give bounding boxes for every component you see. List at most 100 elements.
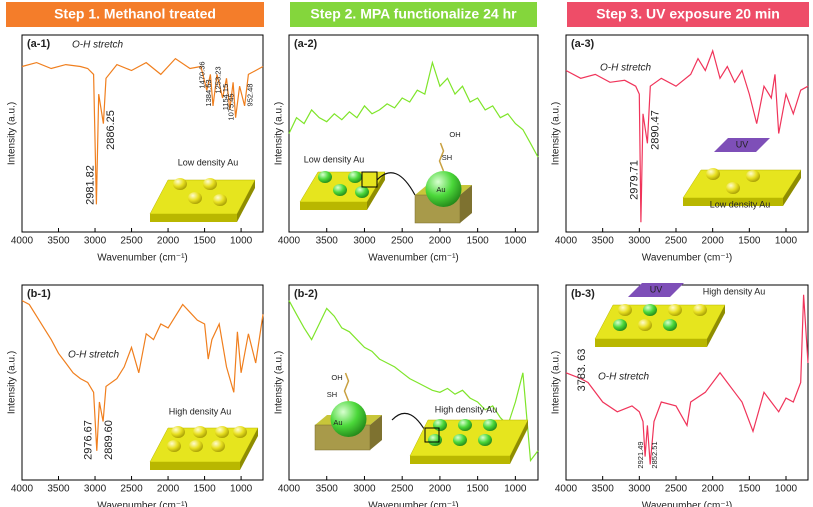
- nanoparticle: [693, 304, 707, 316]
- nanoparticle: [167, 440, 181, 452]
- x-tick-label: 1500: [738, 236, 761, 247]
- nanoparticle: [663, 319, 677, 331]
- x-tick-label: 3500: [592, 236, 615, 247]
- nanoparticle: [233, 426, 247, 438]
- step-header: Step 2. MPA functionalize 24 hr: [310, 6, 517, 22]
- x-tick-label: 3500: [316, 484, 339, 495]
- x-tick-label: 3000: [353, 484, 376, 495]
- x-tick-label: 2500: [391, 236, 414, 247]
- nanoparticle: [478, 434, 492, 446]
- x-tick-label: 2500: [665, 236, 688, 247]
- slab-top: [149, 179, 256, 215]
- x-tick-label: 3000: [353, 236, 376, 247]
- x-tick-label: 2000: [702, 236, 725, 247]
- peak-label: 1154.15: [221, 84, 230, 111]
- peak-label: 2852.51: [650, 441, 659, 468]
- y-axis-label: Intensity (a.u.): [274, 351, 285, 414]
- inset-label: SH: [327, 390, 337, 399]
- nanoparticle: [668, 304, 682, 316]
- spectrum-line: [21, 300, 264, 451]
- plot-frame: [565, 34, 809, 233]
- plot-frame: [21, 284, 264, 481]
- slab-front: [150, 462, 240, 470]
- x-tick-label: 1000: [775, 236, 798, 247]
- spectrum-line: [21, 57, 264, 205]
- nanoparticle: [458, 419, 472, 431]
- x-tick-label: 1500: [738, 484, 761, 495]
- x-tick-label: 2500: [391, 484, 414, 495]
- x-axis-label: Wavenumber (cm⁻¹): [642, 253, 732, 264]
- x-axis-label: Wavenumber (cm⁻¹): [368, 501, 458, 507]
- slab-side: [783, 170, 801, 206]
- nanoparticle: [203, 178, 217, 190]
- step-header-box: [6, 2, 264, 27]
- cube-side: [460, 185, 472, 223]
- panel-label: (a-1): [27, 38, 51, 50]
- plot-frame: [565, 284, 809, 481]
- y-axis-label: Intensity (a.u.): [551, 351, 562, 414]
- inset-label: OH: [449, 130, 460, 139]
- inset-label: UV: [650, 284, 663, 294]
- x-axis-label: Wavenumber (cm⁻¹): [368, 253, 458, 264]
- x-tick-label: 3500: [592, 484, 615, 495]
- x-tick-label: 4000: [555, 236, 578, 247]
- nanoparticle: [706, 168, 720, 180]
- x-tick-label: 2500: [665, 484, 688, 495]
- ligand: [343, 372, 350, 402]
- inset-label: High density Au: [169, 406, 232, 416]
- nanoparticle: [333, 184, 347, 196]
- x-axis-label: Wavenumber (cm⁻¹): [642, 501, 732, 507]
- x-tick-label: 4000: [11, 236, 34, 247]
- peak-label: 1384.63: [204, 79, 213, 106]
- arrow: [376, 172, 416, 196]
- step-header-box: [567, 2, 809, 27]
- plot-frame: [288, 284, 539, 481]
- panel-label: (b-3): [571, 288, 595, 300]
- x-tick-label: 3500: [47, 236, 70, 247]
- inset-label: Au: [436, 185, 445, 194]
- nanoparticle: [213, 194, 227, 206]
- x-tick-label: 2000: [157, 236, 180, 247]
- x-tick-label: 1000: [230, 236, 253, 247]
- y-axis-label: Intensity (a.u.): [274, 102, 285, 165]
- annotation-note: O-H stretch: [600, 63, 652, 74]
- x-tick-label: 2000: [702, 484, 725, 495]
- panel-label: (b-2): [294, 288, 318, 300]
- nanoparticle: [211, 440, 225, 452]
- annotation-note: O-H stretch: [598, 372, 650, 383]
- peak-label: 1075.45: [227, 93, 236, 120]
- x-tick-label: 4000: [278, 484, 301, 495]
- x-tick-label: 2000: [157, 484, 180, 495]
- panel-label: (a-2): [294, 38, 318, 50]
- inset-label: High density Au: [435, 404, 498, 414]
- nanoparticle: [355, 186, 369, 198]
- inset-label: Au: [333, 418, 342, 427]
- x-tick-label: 1000: [230, 484, 253, 495]
- nanoparticle: [638, 319, 652, 331]
- inset-label: Low density Au: [178, 157, 239, 167]
- nanoparticle: [188, 192, 202, 204]
- y-axis-label: Intensity (a.u.): [7, 102, 18, 165]
- x-tick-label: 1000: [504, 484, 527, 495]
- x-tick-label: 1500: [467, 484, 490, 495]
- uv-light: [628, 283, 684, 297]
- uv-light: [714, 138, 770, 152]
- peak-label: 1253.23: [214, 66, 223, 93]
- slab-front: [150, 214, 237, 222]
- inset-label: OH: [331, 373, 342, 382]
- annotation-note: O-H stretch: [68, 350, 120, 361]
- x-axis-label: Wavenumber (cm⁻¹): [97, 253, 187, 264]
- nanoparticle: [453, 434, 467, 446]
- plot-frame: [21, 34, 264, 233]
- x-tick-label: 2000: [429, 484, 452, 495]
- slab-side: [707, 305, 725, 347]
- x-tick-label: 1000: [775, 484, 798, 495]
- slab-top: [682, 169, 802, 199]
- au-sphere: [330, 401, 367, 437]
- nanoparticle: [428, 434, 442, 446]
- step-header-box: [290, 2, 537, 27]
- x-tick-label: 3500: [47, 484, 70, 495]
- x-tick-label: 3500: [316, 236, 339, 247]
- nanoparticle: [726, 182, 740, 194]
